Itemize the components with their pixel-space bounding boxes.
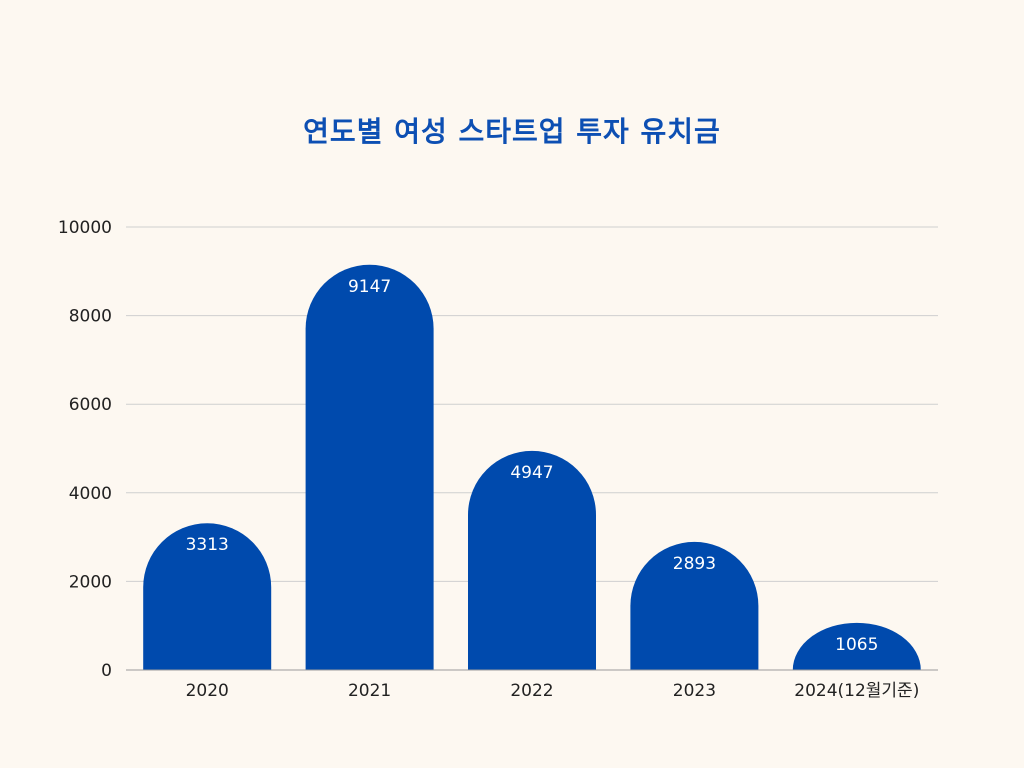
data-label: 3313 xyxy=(186,535,229,555)
data-label: 4947 xyxy=(510,463,553,483)
y-tick-label: 8000 xyxy=(69,307,112,327)
data-label: 1065 xyxy=(835,635,878,655)
x-tick-label: 2020 xyxy=(186,681,229,701)
bar-2023 xyxy=(630,541,759,670)
x-tick-label: 2024(12월기준) xyxy=(794,681,919,701)
bar-2024(12월기준) xyxy=(792,622,921,670)
y-tick-label: 4000 xyxy=(69,484,112,504)
data-label: 9147 xyxy=(348,277,391,297)
y-tick-label: 0 xyxy=(101,661,112,681)
x-tick-label: 2022 xyxy=(510,681,553,701)
x-tick-label: 2021 xyxy=(348,681,391,701)
data-label: 2893 xyxy=(673,554,716,574)
bar-2020 xyxy=(143,523,272,670)
bar-2022 xyxy=(468,450,596,670)
y-tick-label: 2000 xyxy=(69,572,112,592)
bar-2021 xyxy=(305,264,434,670)
y-tick-label: 10000 xyxy=(58,218,112,238)
x-tick-label: 2023 xyxy=(673,681,716,701)
y-tick-label: 6000 xyxy=(69,395,112,415)
chart-title: 연도별 여성 스타트업 투자 유치금 xyxy=(303,115,721,148)
